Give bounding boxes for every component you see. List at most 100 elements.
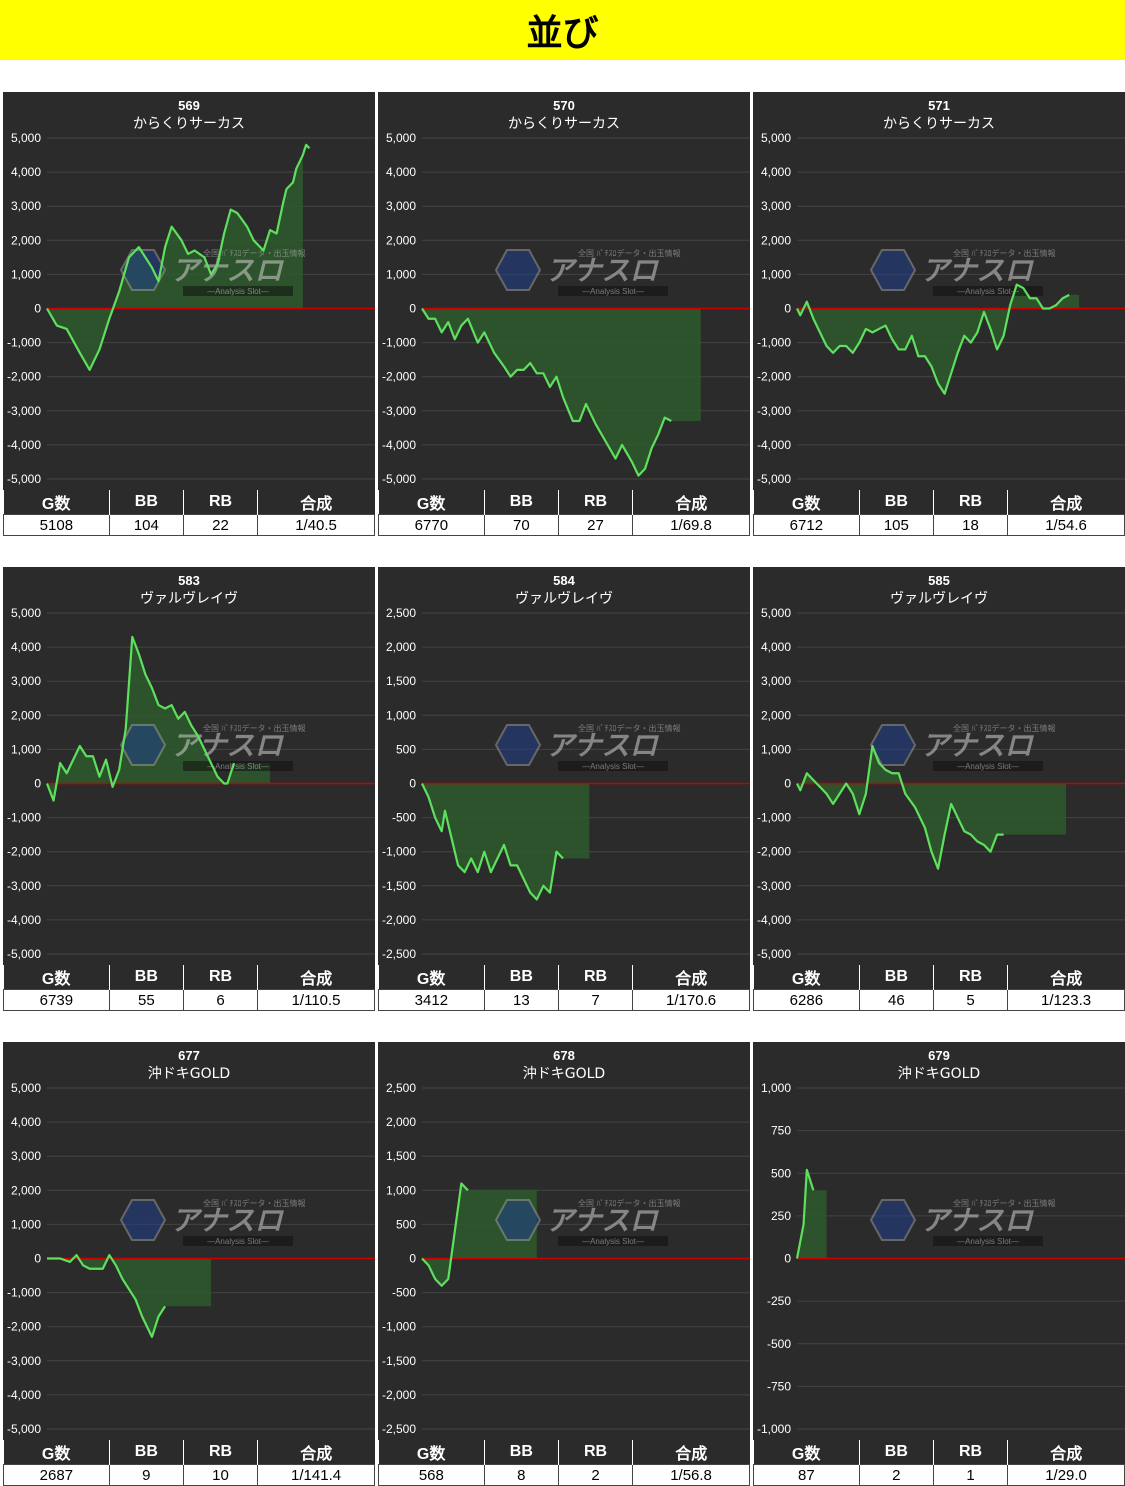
- hexagon-icon: [119, 249, 167, 291]
- y-tick-label: 0: [34, 777, 41, 791]
- chart-svg: 5,000 4,000 3,000 2,000 1,000 0 -1,000 -2,000 -3…: [753, 92, 1125, 490]
- y-tick-label: -1,000: [7, 1286, 41, 1300]
- y-tick-label: 3,000: [11, 199, 41, 213]
- y-tick-label: -5,000: [757, 947, 791, 961]
- machine-number: 583: [178, 573, 200, 588]
- y-tick-label: 2,000: [386, 640, 416, 654]
- stats-header-gosei: 合成: [1007, 490, 1125, 515]
- chart-panel-569: 5,000 4,000 3,000 2,000 1,000 0 -1,000 -2,000 -3…: [3, 92, 375, 536]
- machine-number: 678: [553, 1048, 575, 1063]
- y-tick-label: 1,000: [386, 1183, 416, 1197]
- y-tick-label: 5,000: [11, 131, 41, 145]
- y-tick-label: -5,000: [7, 947, 41, 961]
- y-tick-label: 2,000: [11, 708, 41, 722]
- y-tick-label: -500: [392, 811, 416, 825]
- y-tick-label: 1,000: [386, 267, 416, 281]
- stats-header-g: G数: [3, 965, 110, 990]
- y-tick-label: -4,000: [382, 438, 416, 452]
- chart-panel-570: 5,000 4,000 3,000 2,000 1,000 0 -1,000 -2,000 -3…: [378, 92, 750, 536]
- stats-table: G数 BB RB 合成 3412 13 7 1/170.6: [378, 965, 750, 1011]
- stats-value-rb: 5: [932, 989, 1009, 1011]
- stats-value-g: 6770: [378, 514, 485, 536]
- y-tick-label: 750: [771, 1124, 791, 1138]
- series-line: [421, 1182, 469, 1287]
- watermark-band: [933, 761, 1043, 771]
- title-banner: 並び: [0, 0, 1125, 60]
- chart-panel-679: 1,000 750 500 250 0 -250 -500 -750 -1,000 679 沖ドキG…: [753, 1042, 1125, 1486]
- y-tick-label: -4,000: [757, 438, 791, 452]
- watermark-band: [183, 761, 293, 771]
- stats-value-gosei: 1/54.6: [1007, 514, 1125, 536]
- stats-value-g: 5108: [3, 514, 110, 536]
- watermark-sub-text: —Analysis Slot—: [582, 762, 644, 771]
- y-tick-label: 1,500: [386, 674, 416, 688]
- y-tick-label: -5,000: [382, 472, 416, 486]
- y-tick-label: -1,000: [757, 811, 791, 825]
- stats-value-gosei: 1/29.0: [1007, 1464, 1125, 1486]
- stats-value-g: 6286: [753, 989, 860, 1011]
- stats-header-g: G数: [3, 1440, 110, 1465]
- stats-table: G数 BB RB 合成 87 2 1 1/29.0: [753, 1440, 1125, 1486]
- stats-value-g: 3412: [378, 989, 485, 1011]
- stats-header-rb: RB: [183, 1440, 259, 1465]
- machine-number: 570: [553, 98, 575, 113]
- y-tick-label: -3,000: [7, 1354, 41, 1368]
- hexagon-icon: [119, 724, 167, 766]
- stats-value-gosei: 1/170.6: [632, 989, 750, 1011]
- y-tick-label: 2,000: [761, 233, 791, 247]
- y-tick-label: 2,500: [386, 606, 416, 620]
- y-tick-label: -500: [767, 1337, 791, 1351]
- watermark-sub-text: —Analysis Slot—: [957, 1237, 1019, 1246]
- y-tick-label: 4,000: [386, 165, 416, 179]
- series-area: [47, 1255, 211, 1337]
- y-tick-label: -2,000: [382, 370, 416, 384]
- machine-name: ヴァルヴレイヴ: [890, 590, 988, 607]
- y-tick-label: -5,000: [7, 472, 41, 486]
- y-tick-label: 4,000: [11, 640, 41, 654]
- watermark-sub-text: —Analysis Slot—: [957, 287, 1019, 296]
- stats-header-gosei: 合成: [632, 1440, 750, 1465]
- y-tick-label: -250: [767, 1294, 791, 1308]
- machine-number: 585: [928, 573, 950, 588]
- stats-value-gosei: 1/141.4: [257, 1464, 375, 1486]
- y-tick-label: 0: [409, 302, 416, 316]
- stats-table: G数 BB RB 合成 6286 46 5 1/123.3: [753, 965, 1125, 1011]
- stats-header-gosei: 合成: [257, 490, 375, 515]
- stats-header-rb: RB: [933, 490, 1009, 515]
- y-tick-label: 4,000: [11, 165, 41, 179]
- y-tick-label: -3,000: [757, 404, 791, 418]
- machine-name: からくりサーカス: [133, 116, 245, 132]
- stats-value-rb: 18: [932, 514, 1009, 536]
- watermark-top-text: 全国 ﾊﾟﾁｽﾛデータ・出玉情報: [578, 1198, 681, 1208]
- stats-value-gosei: 1/40.5: [257, 514, 375, 536]
- stats-value-bb: 13: [483, 989, 559, 1011]
- hexagon-icon: [494, 1199, 542, 1241]
- y-tick-label: 0: [784, 1252, 791, 1266]
- stats-value-bb: 8: [483, 1464, 559, 1486]
- series-line: [45, 635, 236, 802]
- stats-header-gosei: 合成: [632, 965, 750, 990]
- chart-panel-571: 5,000 4,000 3,000 2,000 1,000 0 -1,000 -2,000 -3…: [753, 92, 1125, 536]
- watermark-top-text: 全国 ﾊﾟﾁｽﾛデータ・出玉情報: [203, 1198, 306, 1208]
- stats-header-rb: RB: [183, 490, 259, 515]
- y-tick-label: 1,000: [761, 267, 791, 281]
- series-line: [47, 1253, 167, 1339]
- stats-header-gosei: 合成: [1007, 1440, 1125, 1465]
- y-tick-label: -2,500: [382, 1422, 416, 1436]
- stats-header-gosei: 合成: [1007, 965, 1125, 990]
- y-tick-label: -3,000: [7, 404, 41, 418]
- watermark-band: [558, 286, 668, 296]
- watermark-sub-text: —Analysis Slot—: [582, 287, 644, 296]
- stats-value-bb: 9: [108, 1464, 184, 1486]
- stats-table: G数 BB RB 合成 2687 9 10 1/141.4: [3, 1440, 375, 1486]
- y-tick-label: -1,000: [382, 336, 416, 350]
- y-tick-label: 4,000: [11, 1115, 41, 1129]
- hexagon-icon: [119, 1199, 167, 1241]
- hexagon-icon: [494, 249, 542, 291]
- stats-value-g: 568: [378, 1464, 485, 1486]
- stats-value-bb: 55: [108, 989, 184, 1011]
- stats-header-gosei: 合成: [632, 490, 750, 515]
- stats-value-rb: 2: [557, 1464, 634, 1486]
